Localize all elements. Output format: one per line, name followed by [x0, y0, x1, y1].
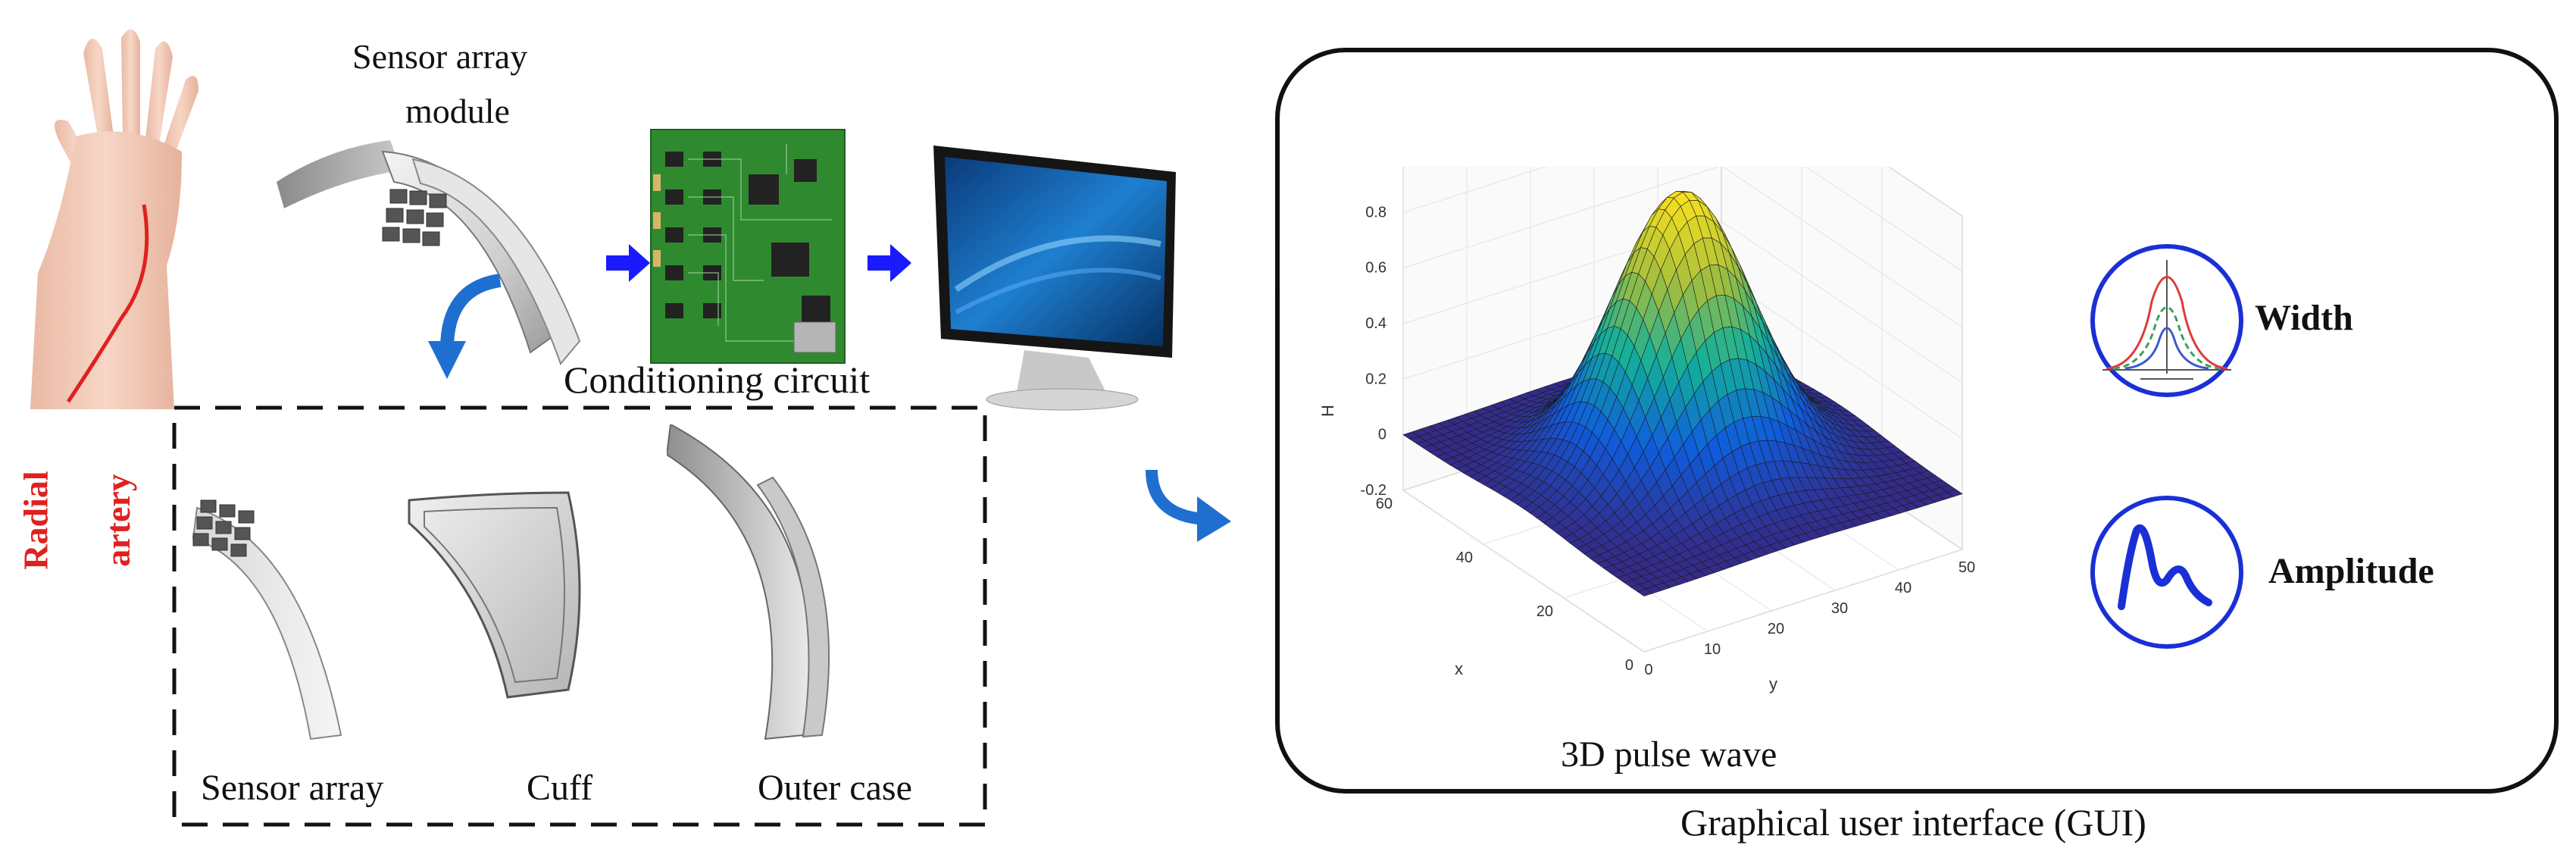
sensor-array-module-device [277, 140, 581, 365]
amplitude-icon [2090, 496, 2243, 649]
flow-arrow-to-circuit [606, 244, 650, 282]
pulse-wave-3d-label: 3D pulse wave [1561, 734, 1777, 775]
outer-case-label: Outer case [758, 768, 912, 808]
arm-photo [30, 29, 199, 409]
sensor-array-module-label-line2: module [405, 92, 510, 130]
z-tick-label: 0 [1378, 427, 1386, 443]
gui-caption: Graphical user interface (GUI) [1680, 801, 2146, 844]
curved-arrow-to-gui [1146, 469, 1231, 542]
radial-label: Radial [16, 471, 55, 570]
artery-label: artery [98, 474, 137, 567]
y-tick-label: 10 [1704, 641, 1721, 658]
z-tick-label: -0.2 [1361, 482, 1386, 499]
z-tick-label: 0.6 [1365, 260, 1386, 277]
flow-arrow-to-monitor [868, 244, 911, 282]
z-tick-label: 0.4 [1365, 315, 1386, 332]
amplitude-label: Amplitude [2268, 551, 2434, 591]
x-tick-label: 0 [1625, 657, 1633, 674]
x-tick-label: 40 [1456, 549, 1473, 566]
y-tick-label: 50 [1959, 559, 1975, 576]
y-tick-label: 0 [1644, 662, 1652, 678]
y-tick-label: 30 [1831, 600, 1848, 617]
x-tick-label: 20 [1537, 603, 1553, 620]
width-label: Width [2255, 298, 2353, 338]
y-tick-label: 20 [1768, 621, 1784, 637]
sensor-array-part [192, 499, 342, 740]
pcb-board [650, 129, 846, 364]
outer-case-part [667, 424, 830, 740]
sensor-array-label: Sensor array [201, 768, 384, 808]
curved-arrow-down [428, 274, 502, 379]
sensor-array-module-label-line1: Sensor array [352, 37, 528, 76]
cuff-label: Cuff [527, 768, 593, 808]
z-axis-label: H [1318, 405, 1337, 417]
conditioning-circuit-label: Conditioning circuit [564, 358, 871, 401]
x-axis-label: x [1455, 659, 1463, 678]
z-tick-label: 0.8 [1365, 204, 1386, 221]
y-axis-label: y [1769, 675, 1777, 693]
cuff-part [408, 491, 581, 699]
z-tick-label: 0.2 [1365, 371, 1386, 387]
x-tick-label: 60 [1376, 496, 1393, 512]
monitor [933, 146, 1176, 411]
y-tick-label: 40 [1895, 580, 1912, 596]
width-icon [2090, 244, 2243, 397]
